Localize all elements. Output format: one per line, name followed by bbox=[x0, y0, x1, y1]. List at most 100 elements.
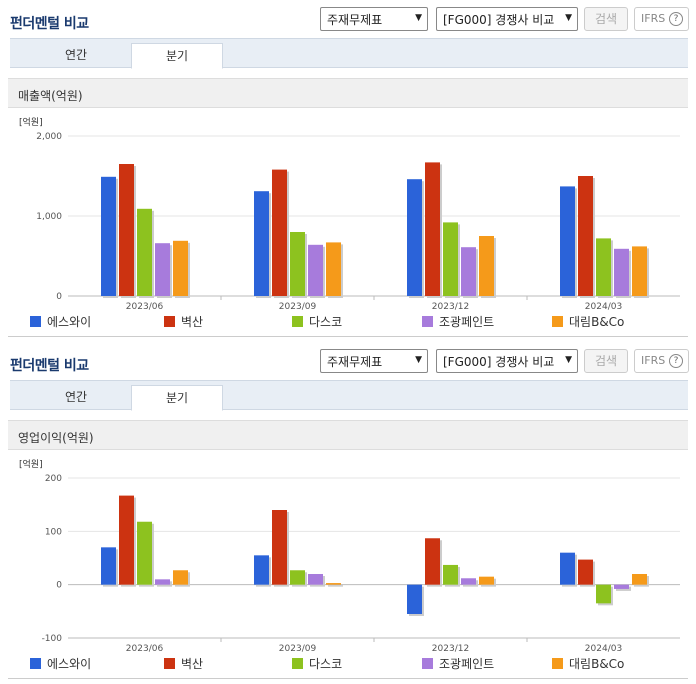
bar bbox=[560, 552, 575, 585]
bar bbox=[461, 247, 476, 296]
tab-annual[interactable]: 연간 bbox=[64, 390, 88, 404]
legend-item[interactable]: 에스와이 bbox=[30, 313, 91, 330]
chevron-down-icon: ▼ bbox=[415, 13, 422, 23]
bar bbox=[119, 164, 134, 296]
help-icon: ? bbox=[669, 354, 683, 368]
legend-label: 대림B&Co bbox=[569, 657, 625, 671]
legend-swatch bbox=[292, 316, 303, 327]
panel-header: 펀더멘털 비교 주재무제표 ▼ [FG000] 경쟁사 비교 ▼ 검색 IFRS? bbox=[0, 342, 696, 380]
panel-title: 펀더멘털 비교 bbox=[10, 16, 89, 32]
bar bbox=[173, 570, 188, 585]
bar bbox=[119, 495, 134, 585]
bar-shadow bbox=[328, 585, 343, 587]
bar bbox=[578, 176, 593, 296]
legend-label: 다스코 bbox=[309, 315, 343, 329]
legend-item[interactable]: 대림B&Co bbox=[552, 655, 624, 672]
bar bbox=[290, 232, 305, 296]
bar bbox=[479, 576, 494, 585]
bar bbox=[308, 244, 323, 296]
search-button[interactable]: 검색 bbox=[584, 349, 628, 373]
legend-swatch bbox=[422, 658, 433, 669]
legend-label: 에스와이 bbox=[47, 315, 92, 329]
legend-item[interactable]: 대림B&Co bbox=[552, 313, 624, 330]
bar bbox=[326, 583, 341, 585]
y-tick-label: 200 bbox=[45, 474, 62, 484]
x-tick-label: 2023/12 bbox=[432, 302, 469, 312]
bar bbox=[272, 510, 287, 585]
x-tick-label: 2023/09 bbox=[279, 644, 317, 654]
bar bbox=[461, 578, 476, 585]
section-header: 영업이익(억원) bbox=[8, 420, 688, 450]
legend-item[interactable]: 조광페인트 bbox=[422, 313, 494, 330]
bar bbox=[578, 559, 593, 585]
x-tick-label: 2024/03 bbox=[585, 644, 622, 654]
statement-select[interactable]: 주재무제표 ▼ bbox=[320, 7, 428, 31]
x-tick-label: 2023/09 bbox=[279, 302, 317, 312]
legend-item[interactable]: 에스와이 bbox=[30, 655, 91, 672]
bar bbox=[596, 584, 611, 604]
search-button[interactable]: 검색 bbox=[584, 7, 628, 31]
bar bbox=[272, 169, 287, 296]
section-header: 매출액(억원) bbox=[8, 78, 688, 108]
fundamental-panel-operating-profit: 펀더멘털 비교 주재무제표 ▼ [FG000] 경쟁사 비교 ▼ 검색 IFRS? … bbox=[0, 342, 696, 450]
legend-swatch bbox=[164, 658, 175, 669]
legend-swatch bbox=[552, 658, 563, 669]
legend-label: 대림B&Co bbox=[569, 315, 625, 329]
legend-item[interactable]: 벽산 bbox=[164, 313, 203, 330]
chevron-down-icon: ▼ bbox=[415, 355, 422, 365]
bar bbox=[560, 186, 575, 296]
bar bbox=[173, 240, 188, 296]
x-tick-label: 2024/03 bbox=[585, 302, 622, 312]
help-icon: ? bbox=[669, 12, 683, 26]
bar bbox=[155, 579, 170, 585]
period-tabs: 연간 분기 bbox=[10, 380, 688, 411]
legend-item[interactable]: 다스코 bbox=[292, 655, 342, 672]
tab-quarterly[interactable]: 분기 bbox=[131, 385, 223, 411]
legend-swatch bbox=[30, 658, 41, 669]
fundamental-panel-sales: 펀더멘털 비교 주재무제표 ▼ [FG000] 경쟁사 비교 ▼ 검색 IFRS? … bbox=[0, 0, 696, 108]
legend-item[interactable]: 벽산 bbox=[164, 655, 203, 672]
statement-select[interactable]: 주재무제표 ▼ bbox=[320, 349, 428, 373]
panel-title: 펀더멘털 비교 bbox=[10, 358, 89, 374]
ifrs-button[interactable]: IFRS? bbox=[634, 349, 689, 373]
divider bbox=[8, 336, 688, 337]
tab-quarterly[interactable]: 분기 bbox=[131, 43, 223, 69]
tab-annual[interactable]: 연간 bbox=[64, 48, 88, 62]
bar bbox=[614, 584, 629, 589]
bar bbox=[443, 222, 458, 296]
bar bbox=[308, 574, 323, 585]
bar bbox=[479, 236, 494, 296]
bar bbox=[425, 538, 440, 585]
legend-swatch bbox=[30, 316, 41, 327]
bar bbox=[632, 574, 647, 585]
bar bbox=[137, 208, 152, 296]
legend-swatch bbox=[552, 316, 563, 327]
ifrs-button[interactable]: IFRS? bbox=[634, 7, 689, 31]
bar bbox=[254, 555, 269, 585]
legend-label: 조광페인트 bbox=[439, 315, 495, 329]
y-tick-label: 0 bbox=[56, 581, 62, 591]
panel-header: 펀더멘털 비교 주재무제표 ▼ [FG000] 경쟁사 비교 ▼ 검색 IFRS? bbox=[0, 0, 696, 38]
legend-swatch bbox=[292, 658, 303, 669]
bar bbox=[425, 162, 440, 296]
chevron-down-icon: ▼ bbox=[565, 355, 572, 365]
peer-group-select[interactable]: [FG000] 경쟁사 비교 ▼ bbox=[436, 349, 578, 373]
legend-swatch bbox=[164, 316, 175, 327]
bar bbox=[614, 248, 629, 296]
x-tick-label: 2023/06 bbox=[126, 302, 164, 312]
chart-legend: 에스와이 벽산 다스코 조광페인트 대림B&Co bbox=[30, 655, 690, 671]
bar bbox=[632, 246, 647, 296]
legend-item[interactable]: 조광페인트 bbox=[422, 655, 494, 672]
y-tick-label: 0 bbox=[56, 292, 62, 302]
bar bbox=[137, 521, 152, 585]
x-tick-label: 2023/06 bbox=[126, 644, 164, 654]
y-tick-label: 1,000 bbox=[36, 212, 62, 222]
operating-profit-bar-chart: [억원] -100 0 100 200 2023/06 2023/09 2023/12 2024… bbox=[19, 458, 680, 654]
legend-label: 에스와이 bbox=[47, 657, 92, 671]
peer-group-select[interactable]: [FG000] 경쟁사 비교 ▼ bbox=[436, 7, 578, 31]
bar bbox=[101, 176, 116, 296]
period-tabs: 연간 분기 bbox=[10, 38, 688, 69]
legend-item[interactable]: 다스코 bbox=[292, 313, 342, 330]
bar bbox=[290, 570, 305, 585]
bar bbox=[596, 238, 611, 296]
